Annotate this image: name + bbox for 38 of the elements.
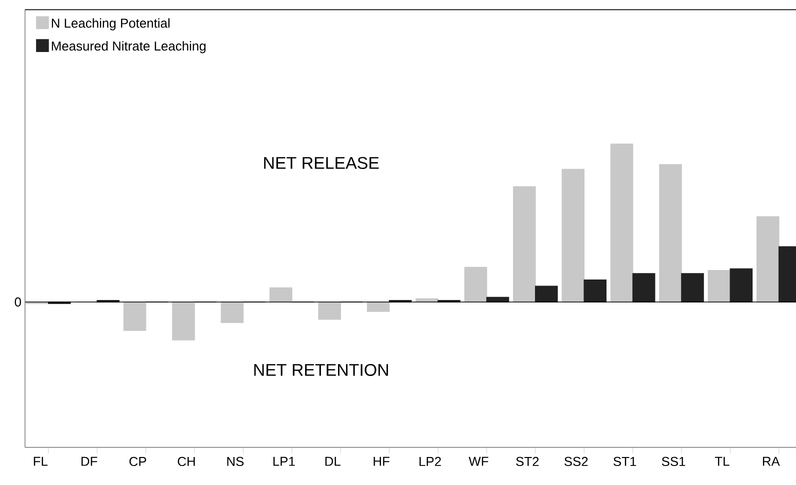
bar	[659, 164, 682, 302]
bar	[172, 302, 195, 340]
x-tick-label: ST2	[516, 456, 539, 466]
x-tick-label: SS1	[662, 456, 686, 466]
x-tick-label: CP	[129, 456, 146, 466]
bar	[513, 186, 536, 302]
x-tick-label: RA	[762, 456, 780, 466]
legend-label: N Leaching Potential	[52, 18, 170, 30]
bar	[220, 302, 244, 323]
text: 0	[14, 297, 22, 307]
x-tick-label: DL	[325, 456, 340, 466]
bar	[123, 302, 146, 331]
x-tick-label: ST1	[614, 456, 636, 466]
bar	[681, 273, 704, 302]
x-tick-label: TL	[714, 456, 730, 466]
annotation: NET RELEASE	[264, 156, 379, 169]
x-tick-label: LP1	[273, 456, 295, 466]
bar	[366, 302, 390, 312]
x-tick-label: NS	[227, 456, 244, 466]
bar	[464, 266, 488, 302]
x-tick-label: CH	[178, 456, 195, 466]
x-tick-label: WF	[468, 456, 488, 466]
x-tick-label: LP2	[420, 456, 441, 466]
bar	[318, 302, 342, 320]
bar	[730, 268, 753, 302]
bar	[270, 287, 292, 302]
bar	[584, 279, 607, 302]
bar	[535, 286, 558, 302]
x-tick-label: SS2	[564, 456, 588, 466]
bar	[562, 168, 585, 302]
x-tick-label: DF	[82, 456, 98, 466]
bar	[610, 144, 634, 302]
x-tick-label: FL	[34, 456, 48, 466]
legend-label: Measured Nitrate Leaching	[52, 41, 206, 54]
text: NET RETENTION	[254, 364, 388, 376]
bar	[708, 270, 731, 302]
x-tick-label: HF	[374, 456, 390, 466]
bar	[632, 273, 656, 302]
